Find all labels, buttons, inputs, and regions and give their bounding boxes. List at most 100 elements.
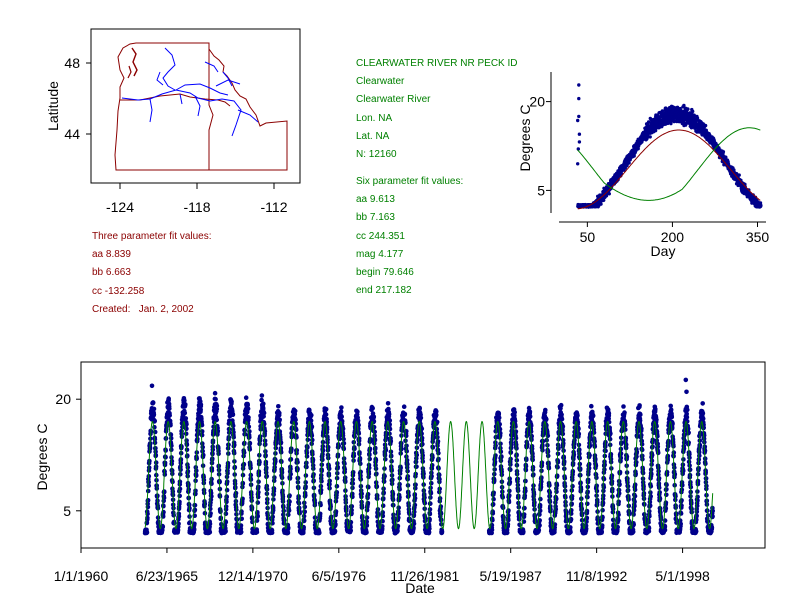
data-point <box>383 448 389 453</box>
outlier-point <box>576 118 580 123</box>
data-point <box>254 529 260 535</box>
data-point <box>527 409 533 414</box>
data-point <box>144 530 150 535</box>
data-point <box>250 519 255 525</box>
data-point <box>334 483 340 489</box>
data-point <box>212 390 218 396</box>
map-xaxis-ticks <box>119 183 275 189</box>
data-point <box>397 487 403 492</box>
outlier-point <box>576 147 580 151</box>
data-point <box>261 410 267 416</box>
data-point <box>395 528 400 534</box>
data-point <box>270 514 276 520</box>
data-point <box>152 418 157 424</box>
data-point <box>352 446 357 452</box>
data-point <box>721 150 726 154</box>
data-point <box>418 415 424 421</box>
data-point <box>539 479 544 484</box>
data-point <box>245 406 251 412</box>
data-point <box>270 507 276 513</box>
data-point <box>521 529 526 535</box>
data-point <box>554 482 560 488</box>
data-point <box>273 459 278 464</box>
data-point <box>636 147 640 151</box>
data-point <box>715 143 720 147</box>
data-point <box>184 442 190 448</box>
data-point <box>278 440 284 445</box>
data-point <box>386 411 392 417</box>
data-point <box>496 415 502 421</box>
data-point <box>606 411 612 416</box>
data-point <box>303 492 308 498</box>
data-point <box>167 406 172 411</box>
data-point <box>261 401 266 407</box>
outlier-point <box>576 162 580 166</box>
data-point <box>287 499 292 505</box>
data-point <box>349 504 355 509</box>
data-point <box>223 511 229 516</box>
data-point <box>341 436 346 442</box>
data-point <box>517 522 522 528</box>
data-point <box>323 412 329 417</box>
data-point <box>303 480 309 485</box>
data-point <box>555 459 561 465</box>
data-point <box>350 494 355 500</box>
data-point <box>585 501 590 507</box>
data-point <box>569 508 574 513</box>
y-tick-label: 5 <box>537 182 545 198</box>
data-point <box>370 406 375 411</box>
data-point <box>506 499 512 505</box>
data-point <box>660 109 665 113</box>
data-point <box>653 128 658 133</box>
data-point <box>193 473 199 479</box>
data-point <box>726 160 730 164</box>
data-point <box>427 507 433 512</box>
data-point <box>429 480 434 486</box>
data-point <box>507 479 513 485</box>
data-point <box>616 491 622 496</box>
data-point <box>537 502 543 508</box>
data-point <box>263 442 268 447</box>
outlier-point <box>577 83 581 87</box>
data-point <box>554 489 559 495</box>
data-point <box>686 107 690 111</box>
data-point <box>758 204 763 208</box>
data-point <box>182 410 188 416</box>
seasonal-data-points <box>576 83 763 209</box>
map-frame <box>90 28 301 184</box>
data-point <box>568 529 573 535</box>
seasonal-fit-curves <box>577 127 761 210</box>
data-point <box>569 494 575 499</box>
data-point <box>589 403 594 409</box>
data-point <box>145 498 151 503</box>
data-point <box>401 404 407 410</box>
data-point <box>365 492 371 497</box>
data-point <box>599 202 603 206</box>
data-point <box>366 484 371 490</box>
data-point <box>553 507 559 512</box>
data-point <box>553 496 559 501</box>
data-point <box>208 506 213 512</box>
data-point <box>246 415 251 420</box>
outlier-point <box>577 140 582 144</box>
data-point <box>493 453 498 458</box>
data-point <box>543 407 548 413</box>
data-point <box>587 453 592 458</box>
data-point <box>559 416 565 422</box>
map-ytick-label: 44 <box>64 126 80 142</box>
data-point <box>146 483 151 489</box>
data-point <box>601 484 607 490</box>
data-point <box>625 164 629 168</box>
data-point <box>151 406 157 412</box>
data-point <box>317 530 322 536</box>
data-point <box>355 409 360 415</box>
data-point <box>428 501 433 506</box>
data-point <box>265 521 271 527</box>
data-point <box>303 484 308 489</box>
data-point <box>162 489 167 495</box>
data-point <box>435 439 441 444</box>
data-point <box>294 435 299 440</box>
data-point <box>497 427 503 432</box>
data-point <box>207 529 213 535</box>
